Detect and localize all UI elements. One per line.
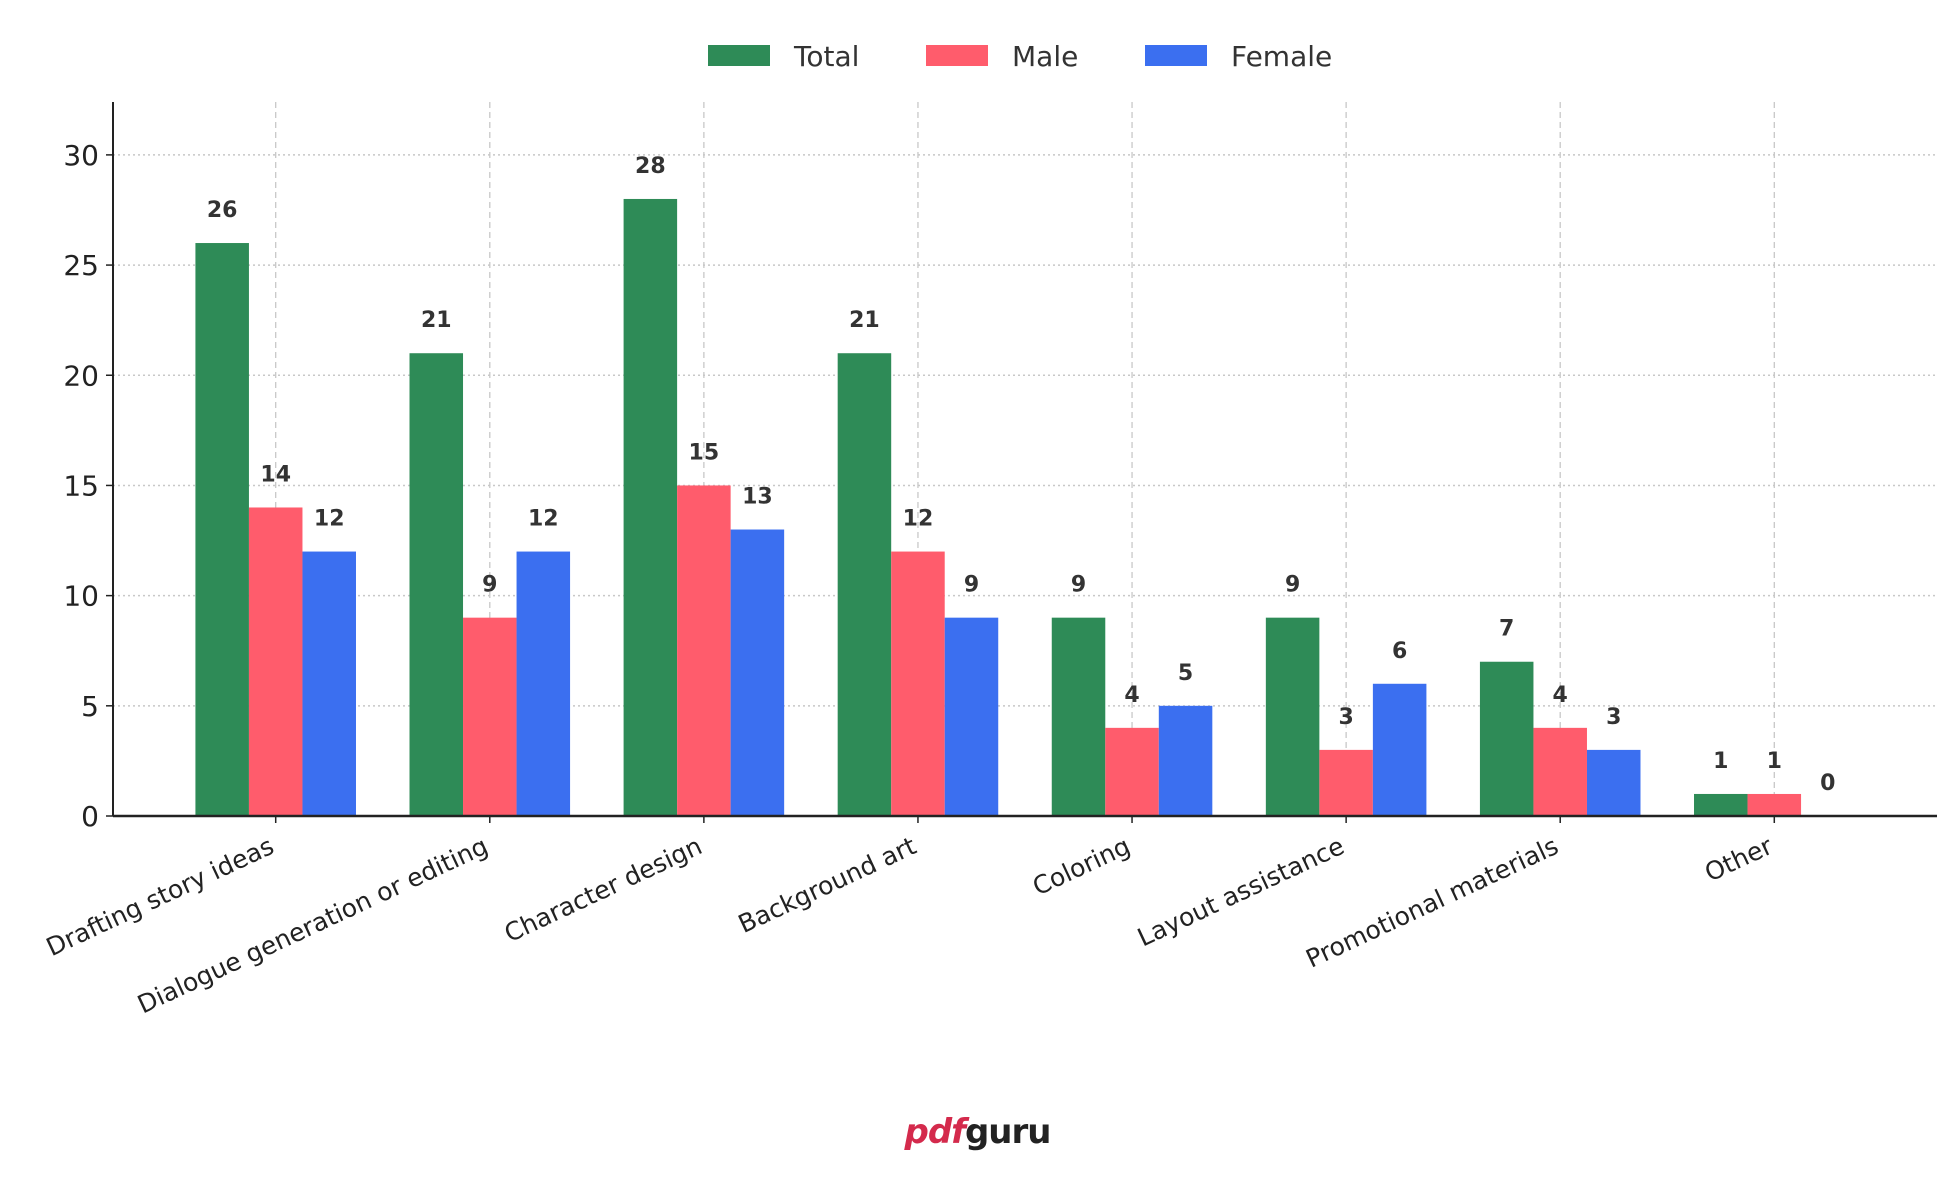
- bar-total: [409, 353, 464, 816]
- data-label: 15: [689, 440, 720, 465]
- bar-male: [1105, 727, 1159, 816]
- y-tick-label: 30: [63, 139, 99, 172]
- x-tick-label: Coloring: [1028, 831, 1134, 901]
- bar-total: [623, 198, 678, 817]
- bar-female: [944, 617, 999, 816]
- data-label: 7: [1499, 617, 1514, 642]
- legend-swatch-female: [1145, 45, 1207, 66]
- bar-female: [302, 551, 356, 816]
- data-label: 3: [1338, 705, 1353, 730]
- bar-total: [1479, 661, 1534, 816]
- data-label: 12: [528, 507, 559, 532]
- data-label: 9: [1285, 573, 1300, 598]
- data-label: 6: [1392, 639, 1407, 664]
- bar-male: [1319, 749, 1373, 816]
- bar-male: [677, 485, 731, 816]
- data-label: 4: [1124, 683, 1139, 708]
- data-label: 9: [482, 573, 497, 598]
- pdfguru-logo: pdfguru: [0, 1112, 1955, 1152]
- bar-female: [1158, 705, 1213, 816]
- data-label: 12: [314, 507, 345, 532]
- data-label: 5: [1178, 661, 1193, 686]
- legend-label: Male: [1012, 40, 1078, 73]
- data-label: 0: [1820, 771, 1835, 796]
- bar-total: [837, 353, 892, 816]
- bar-total: [1265, 617, 1320, 816]
- data-label: 21: [421, 308, 452, 333]
- data-label: 28: [635, 154, 666, 179]
- data-label: 1: [1713, 749, 1728, 774]
- y-tick-label: 25: [63, 249, 99, 282]
- data-label: 12: [903, 507, 934, 532]
- y-tick-label: 15: [63, 469, 99, 502]
- legend-swatch-male: [926, 45, 988, 66]
- bar-female: [730, 529, 785, 816]
- data-label: 1: [1767, 749, 1782, 774]
- bar-male: [1747, 793, 1802, 816]
- bar-male: [463, 617, 517, 816]
- legend-label: Total: [793, 40, 859, 73]
- bar-total: [1051, 617, 1106, 816]
- data-label: 14: [260, 462, 291, 487]
- bar-female: [1372, 683, 1427, 816]
- x-tick-label: Dialogue generation or editing: [133, 831, 492, 1019]
- x-tick-label: Character design: [500, 831, 706, 948]
- data-label: 26: [207, 198, 238, 223]
- bar-total: [1694, 793, 1748, 816]
- y-tick-label: 5: [81, 690, 99, 723]
- x-tick-label: Other: [1700, 831, 1777, 888]
- data-label: 3: [1606, 705, 1621, 730]
- legend-label: Female: [1231, 40, 1332, 73]
- bar-female: [1586, 749, 1641, 816]
- y-tick-label: 0: [81, 800, 99, 833]
- logo-part-pdf: pdf: [904, 1112, 966, 1152]
- data-label: 4: [1553, 683, 1568, 708]
- data-label: 13: [742, 485, 773, 510]
- bar-male: [248, 507, 303, 816]
- bar-total: [195, 243, 249, 816]
- y-tick-label: 10: [63, 580, 99, 613]
- bar-female: [516, 551, 571, 816]
- y-tick-label: 20: [63, 359, 99, 392]
- data-label: 21: [849, 308, 880, 333]
- data-label: 9: [1071, 573, 1086, 598]
- x-tick-label: Layout assistance: [1133, 831, 1349, 952]
- bar-male: [1533, 727, 1587, 816]
- x-tick-label: Background art: [734, 831, 921, 939]
- logo-part-guru: guru: [964, 1112, 1052, 1152]
- legend-swatch-total: [708, 45, 770, 66]
- data-label: 9: [964, 573, 979, 598]
- bar-male: [891, 551, 945, 816]
